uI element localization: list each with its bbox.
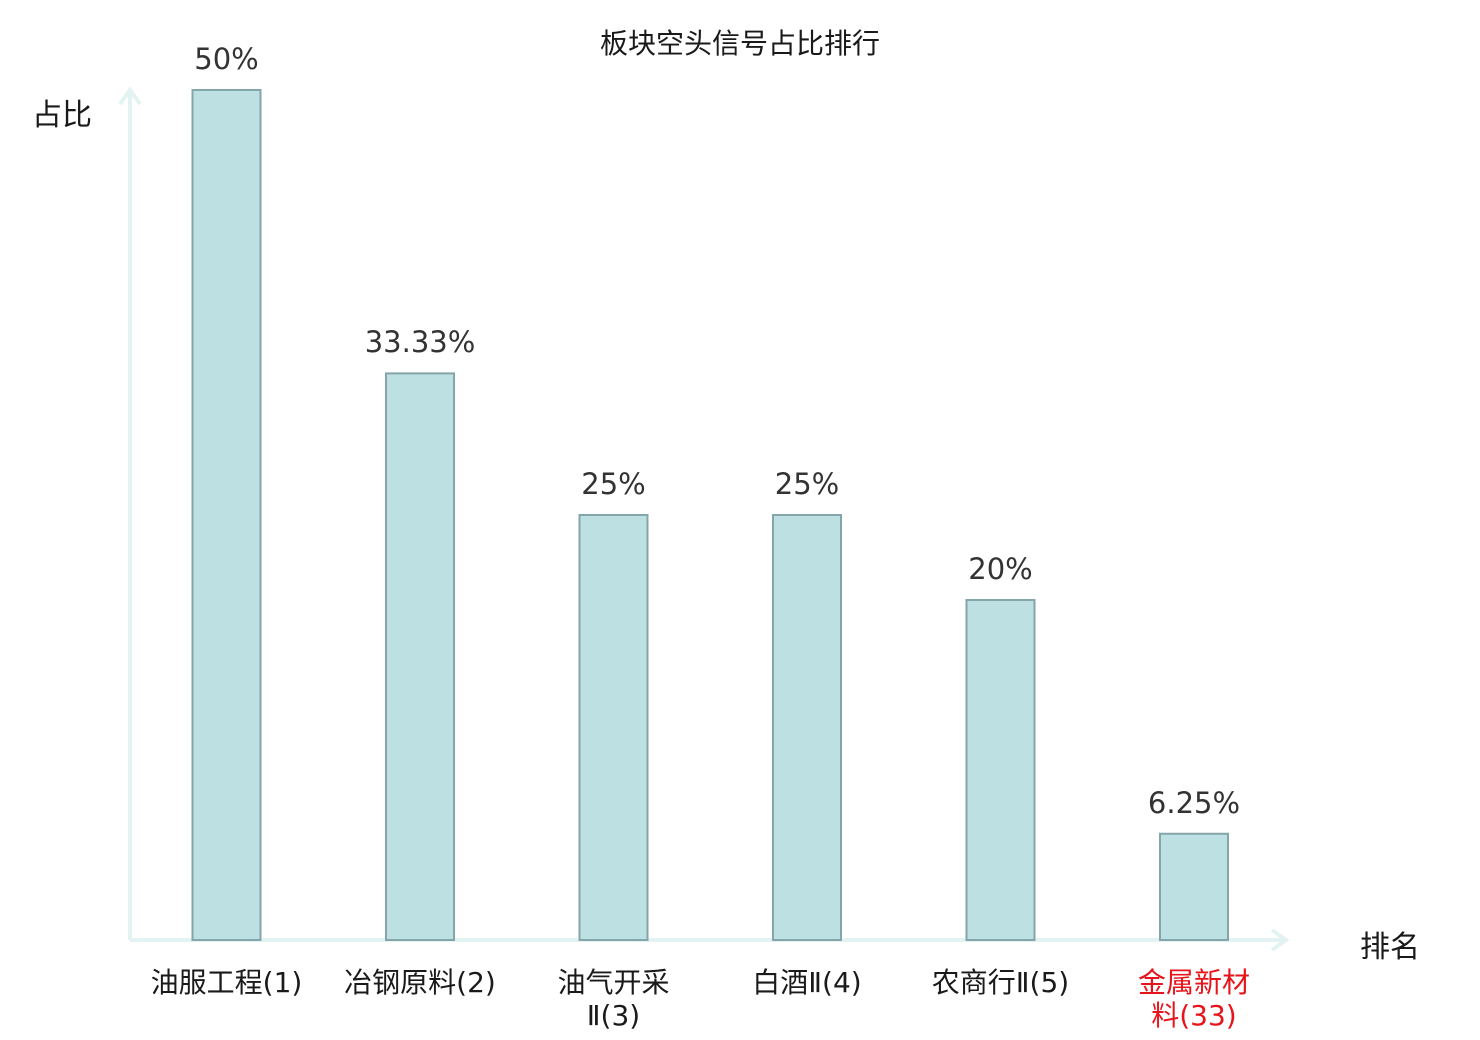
value-label: 33.33% bbox=[364, 325, 476, 360]
category-label: 白酒Ⅱ(4) bbox=[717, 966, 897, 999]
category-label-line: Ⅱ(3) bbox=[586, 999, 641, 1032]
category-label-line: 白酒Ⅱ(4) bbox=[752, 966, 862, 999]
category-label: 油气开采 Ⅱ(3) bbox=[524, 966, 704, 1032]
y-axis-label: 占比 bbox=[32, 98, 92, 133]
bar bbox=[1159, 832, 1229, 941]
value-label: 25% bbox=[581, 467, 646, 501]
category-label: 油服工程(1) bbox=[137, 966, 317, 999]
category-label: 农商行Ⅱ(5) bbox=[911, 966, 1091, 999]
chart-title: 板块空头信号占比排行 bbox=[599, 27, 880, 60]
category-label-line: 油服工程(1) bbox=[150, 966, 303, 999]
value-label: 50% bbox=[194, 42, 259, 76]
category-label-line: 冶钢原料(2) bbox=[344, 966, 496, 999]
bar bbox=[965, 599, 1036, 941]
category-label-line: 金属新材 bbox=[1137, 966, 1250, 999]
bar bbox=[191, 89, 262, 941]
category-label: 金属新材 料(33) bbox=[1104, 966, 1284, 1032]
bar bbox=[578, 514, 649, 941]
category-label-line: 料(33) bbox=[1151, 999, 1237, 1032]
y-axis-arrow bbox=[118, 86, 142, 106]
value-label: 6.25% bbox=[1147, 785, 1241, 820]
value-label: 20% bbox=[968, 552, 1033, 586]
category-label-line: 农商行Ⅱ(5) bbox=[931, 966, 1070, 999]
x-axis-arrow bbox=[1270, 928, 1290, 952]
bar bbox=[772, 514, 842, 941]
x-axis-label: 排名 bbox=[1360, 930, 1420, 965]
category-label-line: 油气开采 bbox=[557, 966, 670, 999]
bar bbox=[385, 372, 455, 941]
value-label: 25% bbox=[774, 467, 840, 501]
category-label: 冶钢原料(2) bbox=[330, 966, 510, 999]
